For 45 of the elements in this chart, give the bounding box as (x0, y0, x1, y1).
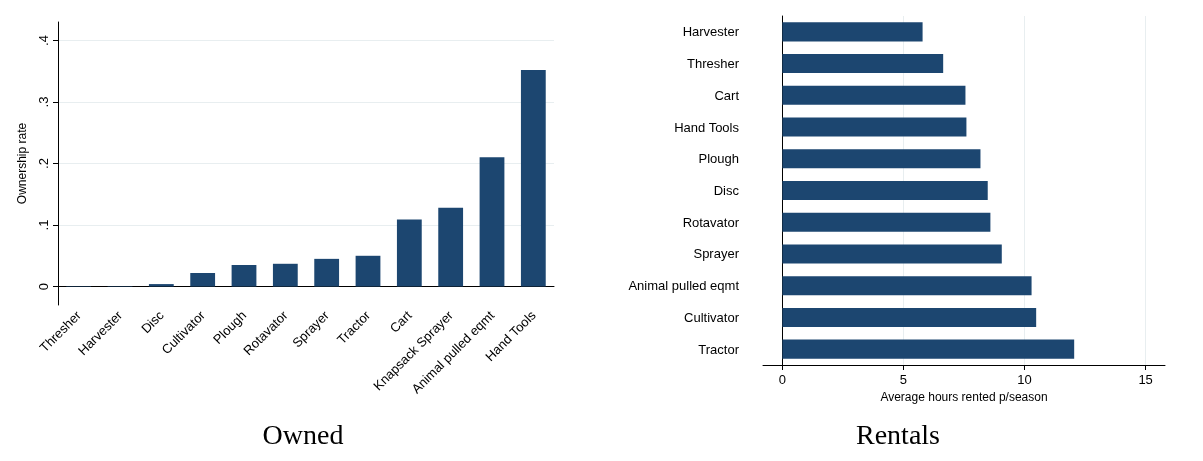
y-tick-label: Sprayer (693, 246, 740, 262)
bar (396, 219, 422, 287)
y-axis-title: Ownership rate (15, 122, 29, 205)
bar (782, 307, 1037, 327)
y-tick-label: .4 (36, 35, 51, 46)
bar (782, 85, 966, 105)
x-tick-label: 5 (899, 372, 908, 387)
bar (438, 207, 464, 287)
x-axis-title: Average hours rented p/season (880, 389, 1048, 404)
y-tick-label: .3 (36, 96, 51, 108)
bar (479, 157, 505, 287)
y-tick-label: Disc (713, 183, 740, 198)
y-tick-label: Plough (698, 151, 739, 167)
x-tick-label: 15 (1138, 372, 1153, 387)
bar (782, 22, 923, 42)
bar (782, 117, 967, 137)
bar (782, 212, 991, 232)
bar (272, 263, 298, 287)
y-tick-label: .2 (36, 158, 51, 169)
y-tick-label: 0 (36, 282, 51, 291)
y-tick-label: Thresher (686, 56, 740, 72)
x-tick-label: Disc (138, 307, 167, 337)
bar (782, 54, 944, 74)
y-tick-label: Harvester (682, 24, 740, 40)
bar (231, 265, 257, 287)
y-tick-label: Cart (714, 87, 740, 103)
y-tick-label: Hand Tools (674, 119, 740, 135)
bar (314, 258, 340, 287)
bar (355, 255, 381, 287)
x-tick-label: Cart (386, 307, 415, 336)
bar (520, 69, 546, 287)
y-tick-label: .1 (36, 219, 51, 231)
bar (782, 149, 981, 169)
bar (782, 180, 988, 201)
x-tick-label: 10 (1017, 372, 1032, 387)
bar (782, 276, 1032, 296)
x-tick-label: 0 (778, 372, 786, 387)
y-tick-label: Animal pulled eqmt (628, 278, 740, 294)
bar (782, 244, 1002, 264)
y-tick-label: Rotavator (682, 214, 740, 230)
text: Rentals (856, 418, 940, 450)
bar (782, 339, 1075, 359)
bar (190, 273, 216, 287)
bar (148, 284, 174, 287)
text: Owned (262, 418, 344, 450)
